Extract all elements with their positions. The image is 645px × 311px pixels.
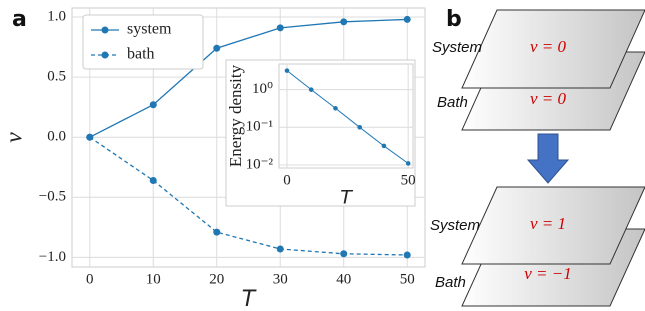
figure: a b 0 10 20 30 40 50 1.0 0.5 0.0 −0.5 −1.0 Tν system… [0,0,645,311]
legend-label: system [127,21,172,38]
y-tick-label: 0.5 [47,69,66,85]
data-point [333,106,338,111]
panel-label: a [12,7,27,32]
data-point [309,87,314,92]
x-tick-label: 40 [336,271,351,287]
data-point [86,134,93,141]
y-axis-label: Energy density [226,64,245,167]
data-point [213,45,220,52]
x-tick-label: 50 [401,172,416,188]
panel-label: b [446,7,462,32]
data-point [150,177,157,184]
x-tick-label: 10 [146,271,161,287]
chern-number: ν = 1 [530,214,566,233]
layer-label: System [432,39,482,56]
legend-marker [102,52,109,59]
layer-label: System [430,217,480,234]
data-point [285,68,290,73]
y-tick-label: 10⁰ [252,81,273,97]
chern-number: ν = −1 [524,264,572,283]
y-tick-label: 10⁻² [246,156,274,172]
x-tick-label: 30 [273,271,288,287]
x-axis-label: T [340,187,353,209]
arrow [528,134,568,183]
data-point [277,24,284,31]
data-point [150,101,157,108]
y-tick-label: −0.5 [39,189,66,205]
x-tick-label: 0 [86,271,94,287]
data-point [277,245,284,252]
layer-label: Bath [437,94,468,111]
legend-marker [102,27,109,34]
y-axis-label: ν [2,132,28,143]
data-point [340,18,347,25]
diagram: System ν = 0 Bath ν = 0 System ν = 1 Bat… [430,10,645,306]
y-tick-label: 10⁻¹ [246,119,273,135]
data-point [404,251,411,258]
chern-number: ν = 0 [530,37,567,56]
charts: 0 10 20 30 40 50 1.0 0.5 0.0 −0.5 −1.0 Tν system bath… [2,8,426,311]
chern-number: ν = 0 [530,89,567,108]
data-point [382,144,387,149]
data-point [406,161,411,166]
x-tick-label: 20 [209,271,224,287]
y-tick-label: 1.0 [47,8,66,24]
y-tick-label: −1.0 [39,249,66,265]
y-tick-label: 0.0 [47,129,66,145]
x-tick-label: 0 [283,172,291,188]
legend-label: bath [127,46,155,63]
data-point [404,16,411,23]
data-point [357,125,362,130]
data-point [213,229,220,236]
data-point [340,250,347,257]
x-tick-label: 50 [400,271,415,287]
layer-label: Bath [435,274,466,291]
x-axis-label: T [242,287,257,311]
